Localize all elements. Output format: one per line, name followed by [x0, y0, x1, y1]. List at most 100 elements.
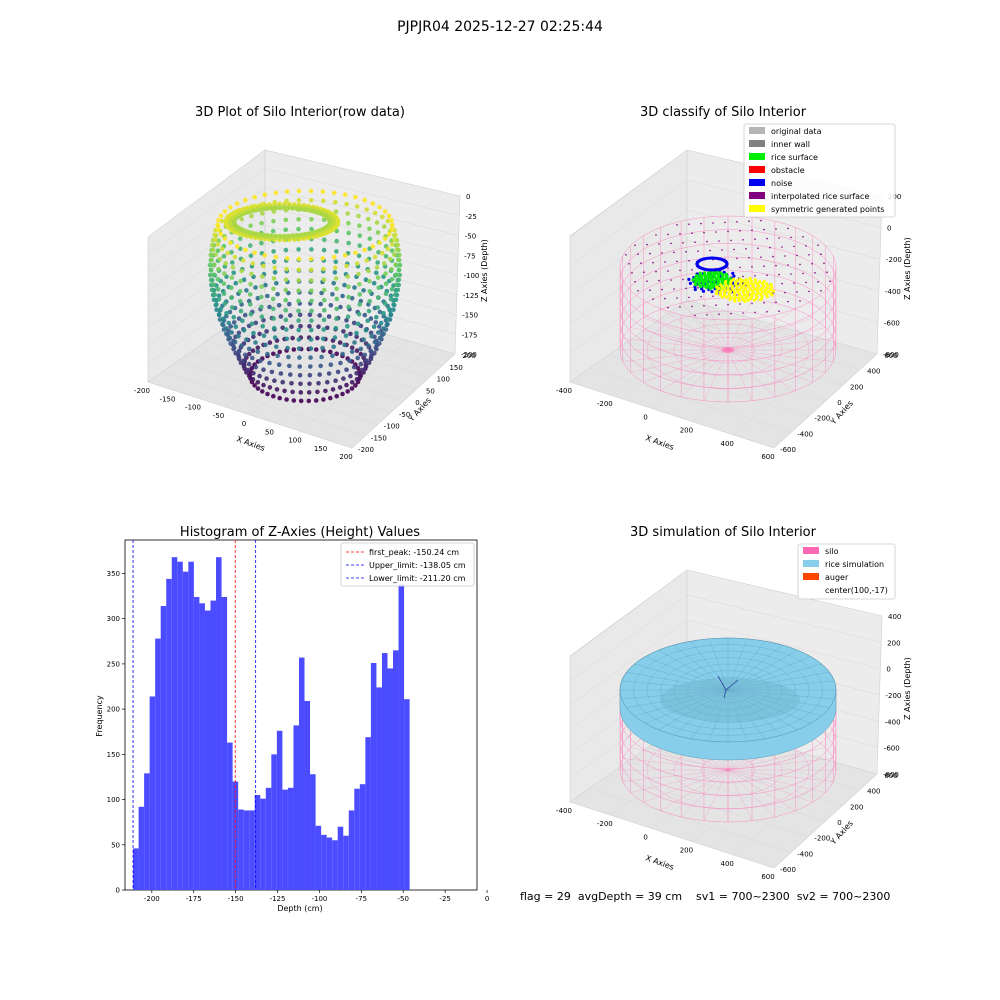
- symmetric-point: [741, 297, 745, 301]
- classify-legend-label: rice surface: [771, 153, 818, 162]
- raw-data-point: [288, 313, 293, 318]
- interpolated-point: [700, 296, 702, 298]
- interpolated-point: [790, 236, 792, 239]
- raw-data-point: [326, 314, 332, 319]
- raw-data-point: [241, 328, 247, 333]
- rice-side-band: [619, 689, 837, 761]
- rice-surface-point: [702, 284, 706, 288]
- interpolated-point: [691, 305, 693, 308]
- classify-z-label: Z Axies (Depth): [903, 237, 912, 300]
- histogram-bar: [287, 787, 294, 890]
- histogram-y-tick-label: 250: [107, 660, 120, 668]
- raw-data-point: [218, 306, 223, 312]
- grid-line: [686, 569, 883, 617]
- grid-line: [569, 269, 688, 354]
- histogram-bar: [310, 774, 316, 890]
- raw-data-point: [306, 390, 312, 395]
- raw-data-point: [387, 256, 393, 262]
- classify-z-tick-label: -200: [886, 256, 902, 264]
- raw-z-tick-label: -125: [463, 292, 479, 300]
- raw-data-point: [244, 337, 249, 342]
- raw-data-point: [262, 253, 268, 258]
- raw-point-cloud: [207, 188, 403, 404]
- raw-data-point: [261, 367, 266, 373]
- raw-data-point: [385, 246, 391, 252]
- raw-data-point: [271, 209, 277, 214]
- noise-point: [705, 256, 710, 260]
- raw-data-point: [283, 227, 289, 233]
- simulation-x-tick-label: 600: [761, 873, 774, 881]
- grid-line: [647, 747, 843, 806]
- raw-data-point: [344, 318, 349, 323]
- raw-data-point: [357, 243, 363, 248]
- raw-data-point: [259, 220, 264, 226]
- raw-data-point: [396, 267, 402, 273]
- raw-data-point: [277, 233, 283, 239]
- raw-data-point: [260, 324, 266, 329]
- raw-data-point: [320, 336, 326, 342]
- interpolated-point: [658, 279, 660, 282]
- interpolated-point: [775, 264, 777, 267]
- classify-y-ticks: -600-400-200 0 200 400 600: [780, 352, 898, 454]
- raw-data-point: [298, 398, 304, 404]
- interpolated-point: [655, 270, 657, 273]
- raw-data-point: [334, 306, 340, 312]
- silo-ring: [619, 256, 837, 362]
- simulation-y-tick-label: 200: [850, 803, 863, 811]
- symmetric-point: [753, 278, 758, 282]
- figure-title: PJPJR04 2025-12-27 02:25:44: [397, 19, 603, 35]
- raw-data-point: [307, 323, 312, 329]
- grid-line: [569, 179, 688, 267]
- raw-data-point: [231, 270, 236, 276]
- histogram-bar: [138, 806, 145, 890]
- raw-data-point: [224, 331, 229, 337]
- raw-data-point: [212, 292, 217, 297]
- interpolated-point: [688, 223, 690, 225]
- raw-data-point: [334, 393, 340, 399]
- raw-data-point: [229, 330, 234, 335]
- histogram-bar: [326, 837, 333, 890]
- rice-mesh-ring: [660, 657, 796, 723]
- symmetric-point: [752, 298, 757, 302]
- raw-data-point: [383, 281, 389, 287]
- grid-line: [569, 801, 775, 869]
- interpolated-point: [799, 300, 801, 302]
- raw-data-point: [255, 345, 261, 351]
- raw-data-point: [281, 233, 287, 239]
- raw-data-point: [367, 299, 373, 304]
- simulation-legend-label: auger: [825, 573, 849, 582]
- simulation-x-ticks: -400 -200 0 200 400 600: [556, 807, 775, 881]
- raw-data-point: [358, 351, 364, 357]
- raw-data-point: [207, 272, 213, 278]
- histogram-bar: [387, 668, 394, 890]
- raw-data-point: [346, 304, 351, 310]
- rice-depression: [660, 678, 800, 722]
- raw-data-point: [248, 253, 254, 259]
- raw-data-point: [272, 265, 278, 271]
- symmetric-point: [758, 280, 762, 284]
- raw-data-point: [321, 317, 327, 323]
- raw-data-point: [396, 257, 401, 263]
- simulation-legend-label: silo: [825, 547, 839, 556]
- raw-data-point: [277, 395, 283, 401]
- raw-data-point: [227, 309, 233, 315]
- raw-data-point: [277, 205, 283, 211]
- interpolated-point: [691, 232, 693, 234]
- symmetric-point: [726, 287, 730, 291]
- raw-data-point: [325, 325, 330, 331]
- classify-y-tick-label: 0: [837, 399, 841, 407]
- raw-data-point: [232, 339, 238, 345]
- raw-data-point: [362, 352, 368, 358]
- raw-data-point: [313, 347, 319, 352]
- raw-data-point: [207, 262, 213, 268]
- raw-data-point: [255, 386, 261, 391]
- raw-data-point: [345, 211, 351, 216]
- raw-data-point: [351, 364, 357, 370]
- interpolated-point: [784, 291, 786, 294]
- interpolated-point: [637, 290, 639, 292]
- raw-data-point: [322, 297, 327, 303]
- raw-data-point: [308, 188, 314, 194]
- raw-data-point: [321, 327, 327, 332]
- interpolated-point: [667, 306, 669, 309]
- raw-data-point: [276, 303, 282, 308]
